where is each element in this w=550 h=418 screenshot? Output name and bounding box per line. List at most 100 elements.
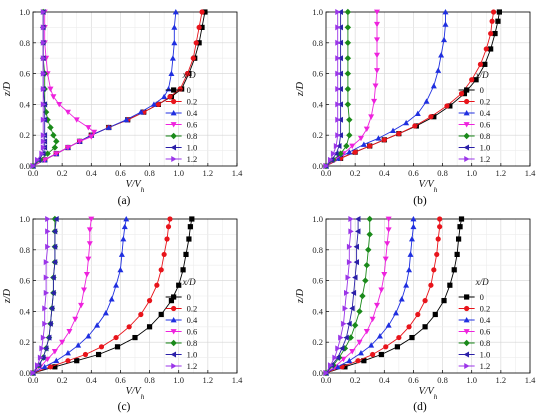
data-point: [98, 344, 105, 350]
data-point: [42, 320, 48, 327]
y-tick-label: 0.0: [312, 368, 323, 378]
y-tick-label: 0.4: [19, 306, 30, 316]
data-point: [430, 82, 437, 89]
data-point: [346, 132, 353, 139]
data-point: [108, 296, 115, 302]
y-tick-label: 0.0: [312, 161, 323, 171]
legend-marker: [464, 87, 470, 93]
data-point: [82, 351, 89, 358]
y-tick-label: 0.6: [312, 69, 323, 79]
data-point: [172, 9, 179, 15]
data-point: [442, 9, 449, 15]
legend-title: x/D: [475, 70, 489, 80]
x-tick-label: 0.6: [408, 168, 419, 178]
y-tick-label: 0.6: [19, 276, 30, 286]
y-tick-label: 0.4: [19, 99, 30, 109]
data-point: [65, 358, 71, 364]
data-point: [488, 46, 494, 52]
data-point: [335, 116, 341, 123]
series-1.2: [30, 9, 47, 169]
data-point: [346, 149, 353, 155]
data-point: [369, 316, 376, 323]
y-tick-label: 1.0: [312, 214, 323, 224]
x-tick-label: 1.0: [173, 168, 184, 178]
data-point: [40, 116, 47, 123]
legend-marker: [463, 339, 470, 347]
data-point: [458, 216, 465, 222]
y-tick-label: 0.2: [312, 337, 323, 347]
x-tick-label: 1.2: [496, 375, 507, 385]
data-point: [167, 94, 173, 100]
data-point: [161, 251, 167, 258]
data-point: [180, 267, 186, 273]
data-point: [323, 370, 329, 376]
data-point: [74, 358, 80, 364]
legend-label: 0: [480, 85, 484, 95]
data-point: [176, 282, 182, 288]
data-point: [50, 289, 56, 296]
legend-label: 1.2: [480, 154, 491, 164]
panel-label: (a): [118, 195, 131, 207]
legend-marker: [463, 122, 470, 128]
data-point: [333, 142, 340, 149]
data-point: [441, 36, 448, 43]
x-tick-label: 0.8: [144, 375, 155, 385]
data-point: [50, 94, 57, 100]
data-point: [42, 305, 48, 312]
axes-frame: [325, 11, 531, 167]
data-point: [344, 39, 352, 46]
data-point: [123, 216, 130, 222]
data-point: [51, 228, 58, 235]
legend-marker: [171, 156, 177, 162]
axes-frame: [32, 218, 238, 374]
data-point: [169, 55, 176, 61]
data-point: [45, 228, 51, 235]
y-tick-label: 0.6: [19, 69, 30, 79]
data-point: [40, 144, 47, 151]
data-point: [362, 277, 369, 284]
y-tick-label: 0.4: [312, 99, 323, 109]
data-point: [356, 308, 363, 315]
data-point: [374, 302, 380, 309]
legend-label: 0.6: [187, 327, 198, 337]
data-point: [383, 344, 389, 350]
data-point: [392, 309, 399, 316]
x-tick-label: 0.4: [379, 375, 390, 385]
x-tick-label: 0.6: [115, 375, 126, 385]
data-point: [45, 243, 51, 250]
data-point: [120, 236, 127, 242]
x-tick-label: 0.2: [57, 375, 68, 385]
data-point: [431, 267, 437, 273]
legend-label: 1.2: [480, 361, 491, 371]
x-axis-label: V/Vh: [419, 179, 438, 194]
data-point: [454, 251, 460, 258]
x-tick-label: 1.0: [466, 168, 477, 178]
y-axis-label: z/D: [295, 81, 306, 97]
data-point: [407, 251, 414, 257]
data-point: [44, 356, 51, 363]
data-point: [113, 282, 120, 288]
data-point: [423, 98, 430, 104]
data-point: [341, 320, 347, 327]
y-tick-label: 0.2: [312, 130, 323, 140]
data-point: [330, 150, 337, 157]
data-point: [363, 329, 370, 335]
series-0.2: [323, 216, 443, 376]
data-point: [199, 24, 205, 30]
data-point: [340, 356, 347, 363]
legend-label: 0.8: [187, 338, 198, 348]
x-tick-label: 0.4: [379, 168, 390, 178]
data-point: [51, 144, 59, 151]
legend-label: 0.4: [480, 315, 491, 325]
series-0.4: [30, 216, 130, 376]
data-point: [47, 86, 54, 92]
legend-marker: [170, 317, 177, 323]
data-point: [53, 151, 60, 157]
data-point: [50, 132, 57, 139]
data-point: [43, 259, 50, 266]
data-point: [47, 124, 54, 131]
data-point: [43, 345, 49, 352]
data-point: [414, 110, 421, 117]
legend-label: 0.2: [187, 97, 198, 107]
data-point: [338, 334, 344, 341]
